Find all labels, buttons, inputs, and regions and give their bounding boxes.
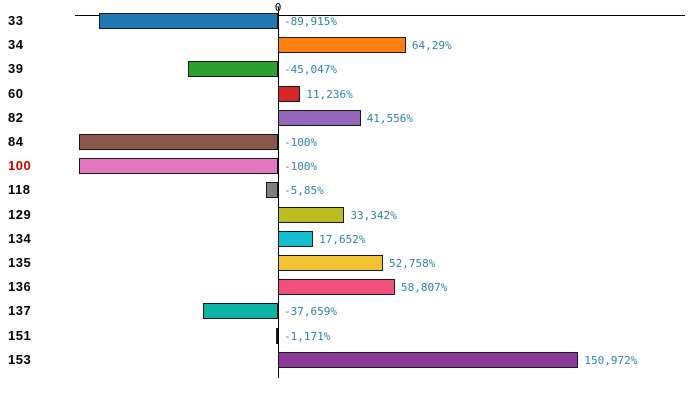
chart-row: 100 -100% — [0, 158, 700, 175]
bar-60 — [278, 85, 301, 102]
bar-151 — [275, 327, 278, 344]
bar-100 — [79, 158, 278, 175]
chart-row: 129 33,342% — [0, 206, 700, 223]
bar-129 — [278, 206, 345, 223]
x-axis-line — [75, 15, 685, 16]
bar-84 — [79, 134, 278, 150]
chart-row: 136 58,807% — [0, 279, 700, 296]
value-label: -100% — [284, 160, 318, 174]
chart-row: 137 -37,659% — [0, 303, 700, 320]
value-label: -5,85% — [284, 184, 324, 198]
chart-row: 60 11,236% — [0, 85, 700, 102]
chart-row: 118 -5,85% — [0, 182, 700, 199]
bar-118 — [266, 182, 278, 199]
bar-136 — [278, 279, 396, 296]
bar-34 — [278, 37, 406, 54]
value-label: 41,556% — [366, 111, 414, 125]
value-label: 17,652% — [319, 232, 366, 246]
value-label: 64,29% — [411, 39, 452, 53]
value-label: 33,342% — [350, 208, 397, 222]
category-label: 136 — [8, 279, 32, 295]
chart-row: 82 41,556% — [0, 109, 700, 126]
category-label: 82 — [8, 109, 24, 125]
chart-row: 134 17,652% — [0, 230, 700, 247]
value-label: -89,915% — [284, 15, 337, 28]
category-label: 33 — [8, 13, 24, 28]
chart-row: 34 64,29% — [0, 37, 700, 54]
value-label: -100% — [284, 136, 318, 149]
category-label: 129 — [8, 206, 32, 222]
chart-row: 151 -1,171% — [0, 327, 700, 344]
chart-row: 153 150,972% — [0, 351, 700, 368]
value-label: 58,807% — [401, 281, 448, 295]
value-label: -1,171% — [284, 329, 331, 343]
bar-137 — [203, 303, 278, 320]
bar-33 — [99, 13, 278, 29]
bar-153 — [278, 351, 579, 368]
bar-39 — [188, 61, 278, 78]
zero-baseline — [278, 7, 279, 378]
value-label: 11,236% — [306, 87, 353, 101]
value-label: -37,659% — [284, 305, 337, 319]
chart-row: 39 -45,047% — [0, 61, 700, 78]
bar-134 — [278, 230, 314, 247]
bar-82 — [278, 109, 361, 126]
category-label: 84 — [8, 134, 24, 149]
category-label: 100 — [8, 158, 32, 174]
value-label: 52,758% — [388, 257, 436, 270]
category-label: 153 — [8, 351, 32, 367]
chart-row: 135 52,758% — [0, 255, 700, 271]
chart-row: 84 -100% — [0, 134, 700, 150]
category-label: 135 — [8, 255, 32, 270]
category-label: 134 — [8, 230, 32, 246]
chart-row: 33 -89,915% — [0, 13, 700, 29]
category-label: 60 — [8, 85, 24, 101]
category-label: 34 — [8, 37, 24, 53]
category-label: 137 — [8, 303, 32, 319]
category-label: 39 — [8, 61, 24, 77]
category-label: 118 — [8, 182, 31, 198]
value-label: 150,972% — [584, 353, 638, 367]
value-label: -45,047% — [284, 63, 337, 77]
category-label: 151 — [8, 327, 32, 343]
zero-tick-label: 0 — [274, 1, 282, 14]
bar-135 — [278, 255, 383, 271]
